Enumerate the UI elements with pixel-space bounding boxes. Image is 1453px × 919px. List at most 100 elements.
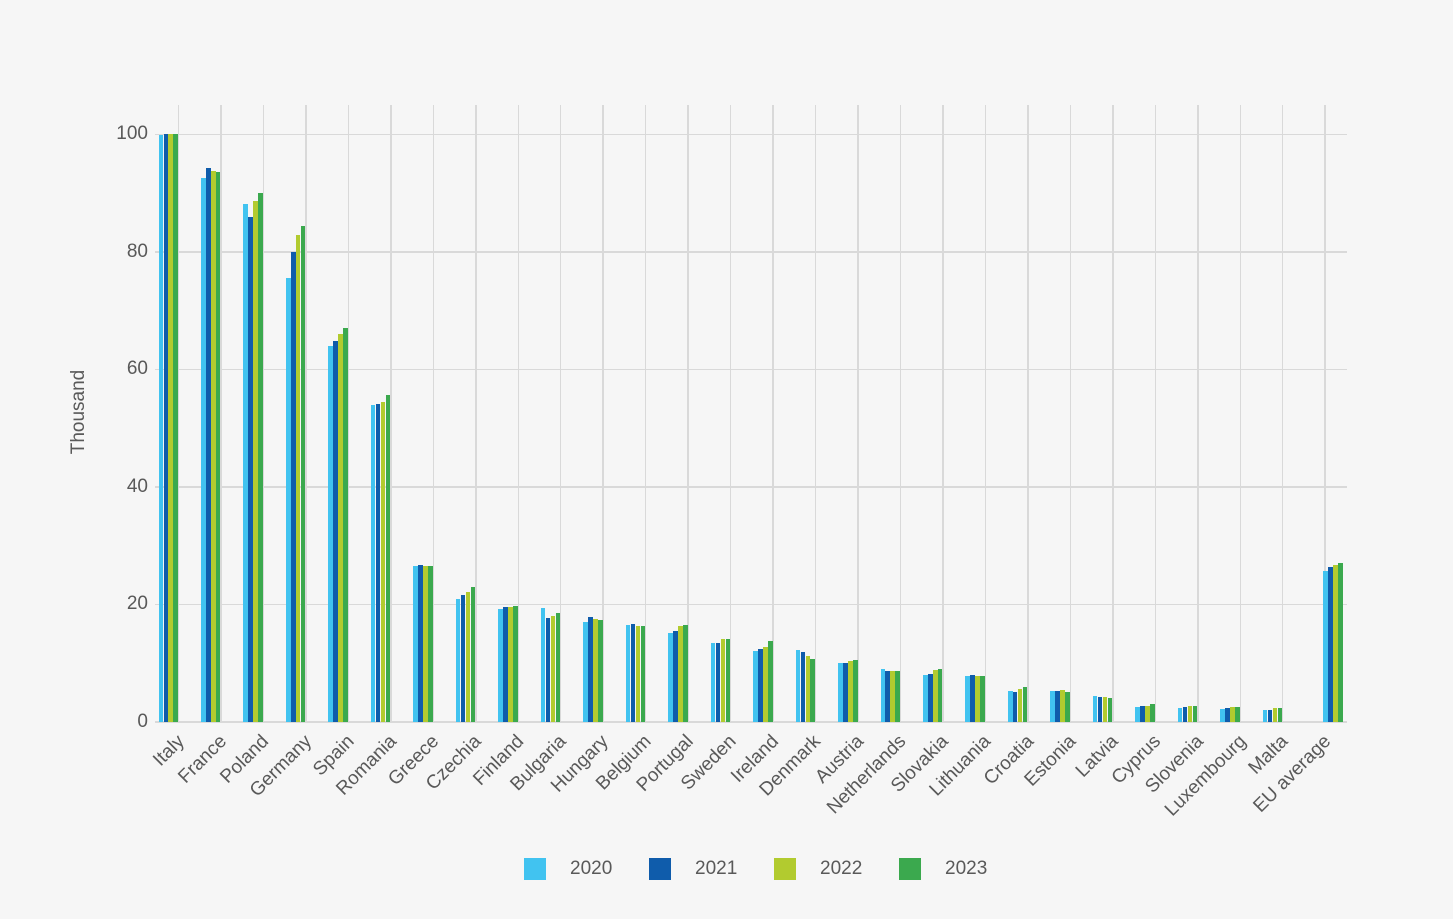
bar-spain-2023[interactable] <box>343 327 348 722</box>
bar-croatia-2020[interactable] <box>1007 691 1013 722</box>
bar-greece-2021[interactable] <box>418 565 423 722</box>
bar-finland-2022[interactable] <box>508 607 513 722</box>
bar-luxembourg-2021[interactable] <box>1225 707 1230 722</box>
bar-lithuania-2020[interactable] <box>965 675 971 722</box>
bar-estonia-2021[interactable] <box>1055 690 1060 722</box>
legend-item-2020[interactable]: 2020 <box>524 858 649 880</box>
bar-czechia-2021[interactable] <box>460 595 466 722</box>
bar-belgium-2021[interactable] <box>630 623 636 722</box>
legend-item-2023[interactable]: 2023 <box>899 858 1024 880</box>
bar-czechia-2020[interactable] <box>455 598 461 722</box>
bar-romania-2021[interactable] <box>375 404 381 722</box>
bar-cyprus-2020[interactable] <box>1135 707 1140 722</box>
bar-france-2021[interactable] <box>205 168 211 722</box>
bar-slovenia-2023[interactable] <box>1192 705 1198 722</box>
bar-malta-2020[interactable] <box>1262 709 1268 722</box>
bar-austria-2023[interactable] <box>852 659 858 722</box>
bar-france-2022[interactable] <box>210 170 216 722</box>
bar-denmark-2023[interactable] <box>810 659 816 722</box>
bar-portugal-2020[interactable] <box>668 632 673 722</box>
bar-latvia-2022[interactable] <box>1102 696 1108 722</box>
bar-italy-2022[interactable] <box>168 134 174 722</box>
bar-hungary-2020[interactable] <box>583 622 588 722</box>
bar-slovenia-2020[interactable] <box>1177 708 1183 722</box>
bar-netherlands-2022[interactable] <box>890 670 896 722</box>
bar-estonia-2022[interactable] <box>1060 690 1065 722</box>
bar-italy-2023[interactable] <box>173 134 178 722</box>
bar-france-2023[interactable] <box>215 171 221 722</box>
bar-netherlands-2020[interactable] <box>880 669 886 722</box>
bar-ireland-2021[interactable] <box>758 649 763 722</box>
bar-slovakia-2022[interactable] <box>932 670 938 722</box>
bar-eu-average-2021[interactable] <box>1328 567 1333 722</box>
bar-austria-2020[interactable] <box>838 663 843 722</box>
bar-sweden-2022[interactable] <box>720 639 726 722</box>
bar-finland-2023[interactable] <box>513 606 518 722</box>
bar-eu-average-2022[interactable] <box>1333 565 1338 722</box>
bar-netherlands-2021[interactable] <box>885 670 891 722</box>
bar-luxembourg-2020[interactable] <box>1220 709 1225 722</box>
bar-bulgaria-2023[interactable] <box>555 613 561 722</box>
bar-belgium-2020[interactable] <box>625 625 631 722</box>
bar-croatia-2023[interactable] <box>1022 686 1028 722</box>
bar-czechia-2023[interactable] <box>470 586 476 722</box>
bar-ireland-2023[interactable] <box>767 640 773 722</box>
bar-czechia-2022[interactable] <box>465 592 471 722</box>
bar-eu-average-2020[interactable] <box>1323 570 1328 722</box>
bar-germany-2023[interactable] <box>300 225 306 722</box>
bar-romania-2020[interactable] <box>370 405 376 722</box>
bar-belgium-2022[interactable] <box>635 625 641 722</box>
bar-greece-2020[interactable] <box>413 565 418 722</box>
bar-poland-2023[interactable] <box>258 193 263 722</box>
bar-romania-2022[interactable] <box>380 402 386 722</box>
bar-portugal-2023[interactable] <box>683 625 688 722</box>
bar-poland-2021[interactable] <box>248 216 254 722</box>
bar-slovakia-2021[interactable] <box>927 673 933 722</box>
bar-spain-2022[interactable] <box>338 334 343 722</box>
bar-hungary-2023[interactable] <box>598 620 603 722</box>
bar-lithuania-2023[interactable] <box>980 675 985 722</box>
bar-cyprus-2023[interactable] <box>1150 703 1155 722</box>
bar-germany-2022[interactable] <box>295 235 301 722</box>
bar-estonia-2023[interactable] <box>1065 692 1070 722</box>
bar-ireland-2020[interactable] <box>753 651 758 722</box>
bar-lithuania-2021[interactable] <box>970 674 976 722</box>
bar-sweden-2020[interactable] <box>710 643 716 722</box>
bar-slovakia-2023[interactable] <box>937 669 943 722</box>
bar-france-2020[interactable] <box>201 177 206 722</box>
bar-denmark-2020[interactable] <box>795 650 801 722</box>
bar-latvia-2023[interactable] <box>1107 697 1113 722</box>
bar-finland-2020[interactable] <box>498 609 503 722</box>
bar-bulgaria-2020[interactable] <box>540 607 546 722</box>
legend-item-2021[interactable]: 2021 <box>649 858 774 880</box>
bar-denmark-2022[interactable] <box>805 655 811 722</box>
bar-portugal-2021[interactable] <box>673 631 678 722</box>
bar-finland-2021[interactable] <box>503 607 508 722</box>
bar-hungary-2022[interactable] <box>593 619 598 722</box>
bar-eu-average-2023[interactable] <box>1338 563 1343 722</box>
bar-italy-2021[interactable] <box>163 134 169 722</box>
bar-luxembourg-2022[interactable] <box>1230 707 1235 722</box>
bar-sweden-2023[interactable] <box>725 638 731 722</box>
bar-denmark-2021[interactable] <box>800 652 806 722</box>
bar-poland-2020[interactable] <box>243 203 249 722</box>
bar-malta-2021[interactable] <box>1267 709 1273 722</box>
bar-luxembourg-2023[interactable] <box>1235 707 1240 722</box>
bar-lithuania-2022[interactable] <box>975 675 980 722</box>
bar-romania-2023[interactable] <box>385 395 391 722</box>
bar-belgium-2023[interactable] <box>640 625 646 722</box>
bar-latvia-2021[interactable] <box>1097 697 1103 722</box>
bar-portugal-2022[interactable] <box>678 626 683 722</box>
bar-bulgaria-2021[interactable] <box>545 617 551 722</box>
bar-cyprus-2022[interactable] <box>1145 705 1150 722</box>
bar-hungary-2021[interactable] <box>588 617 593 722</box>
bar-poland-2022[interactable] <box>253 201 258 722</box>
bar-austria-2021[interactable] <box>843 663 848 722</box>
bar-malta-2023[interactable] <box>1277 707 1283 722</box>
bar-germany-2021[interactable] <box>290 251 296 722</box>
bar-cyprus-2021[interactable] <box>1140 706 1145 722</box>
bar-ireland-2022[interactable] <box>763 646 768 722</box>
bar-spain-2020[interactable] <box>328 346 334 722</box>
bar-spain-2021[interactable] <box>333 340 338 722</box>
bar-malta-2022[interactable] <box>1272 707 1278 722</box>
